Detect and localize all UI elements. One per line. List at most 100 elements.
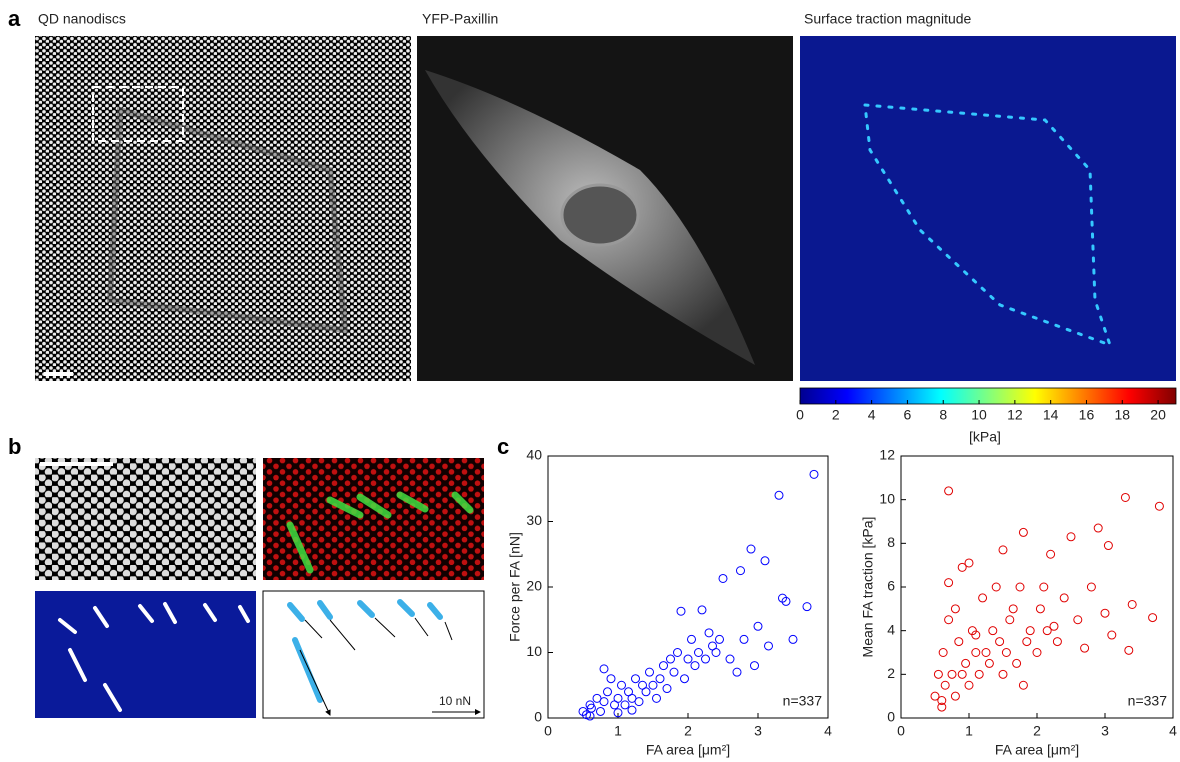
scatter-point [991,582,1001,592]
scatter-point [732,667,742,677]
x-tick-label: 0 [897,723,905,739]
scatter-point [971,648,981,657]
scatter-point [802,602,812,612]
scatter-point [947,669,957,679]
x-axis-label: FA area [μm²] [995,742,1079,758]
x-axis-label: FA area [μm²] [646,742,730,758]
scatter-point [974,669,984,679]
scatter-point [599,664,609,674]
y-tick-label: 2 [887,665,895,681]
scatter-point [954,637,964,647]
panel-label: b [8,434,21,459]
scatter-point [971,630,981,640]
scale-arrow-label: 10 nN [439,694,471,708]
y-tick-label: 0 [887,709,895,725]
scatter-point [1018,680,1028,690]
scatter-point [666,654,675,664]
scatter-point [1052,637,1062,647]
x-tick-label: 0 [544,723,552,739]
scatter-point [1100,608,1110,618]
scatter-point [961,658,971,668]
colorbar-tick-label: 18 [1114,407,1130,423]
scatter-point [718,573,728,583]
scatter-point [981,648,991,657]
scatter-point [704,628,714,638]
colorbar-label: [kPa] [969,429,1001,445]
scatter-point [950,604,960,614]
y-axis-label: Mean FA traction [kPa] [860,517,876,658]
y-tick-label: 12 [879,447,895,463]
scatter-point [1066,532,1076,542]
scatter-point [676,606,686,616]
scatter-point [662,684,672,694]
scatter-point [1046,549,1056,559]
scatter-point [995,637,1005,647]
y-tick-label: 40 [526,447,542,463]
colorbar [799,387,1177,405]
scatter-point [1035,604,1045,614]
colorbar-tick-label: 6 [904,407,912,423]
scatter-point [1042,626,1052,636]
panel-label: a [8,6,21,31]
scatter-point [645,667,654,677]
scatter-point [585,711,595,721]
scatter-point [617,680,626,690]
x-tick-label: 1 [614,723,622,739]
colorbar-tick-label: 0 [796,407,804,423]
colorbar-tick-label: 16 [1079,407,1095,423]
scatter-point [655,674,665,684]
y-tick-label: 20 [526,578,542,594]
scatter-point [944,578,954,588]
scatter-point [1025,626,1035,636]
scatter-point [984,658,994,668]
scatter-point [944,615,954,625]
scatter-point [697,605,707,615]
scatter-point [725,654,735,664]
scatter-point [930,691,940,701]
image-title: YFP-Paxillin [422,11,498,27]
scatter-point [1008,604,1018,614]
scatter-point [690,661,700,671]
scatter-point [1032,648,1042,657]
y-tick-label: 4 [887,621,895,637]
paxillin-image [417,36,793,381]
colorbar-tick-label: 12 [1007,407,1023,423]
plot-frame [900,455,1174,719]
scatter-point [964,558,974,568]
scatter-point [938,648,948,657]
scatter-point [1154,501,1164,511]
y-tick-label: 10 [879,490,895,506]
image-title: Surface traction magnitude [804,11,972,27]
scatter-point [937,702,947,712]
scatter-point [736,566,745,576]
scatter-point [774,490,784,500]
scatter-point [701,654,710,664]
x-tick-label: 1 [965,723,973,739]
scatter-point [627,705,637,715]
y-axis-label: Force per FA [nN] [507,532,523,642]
annotation: n=337 [783,693,823,709]
scatter-point [998,669,1008,679]
scatter-point [746,544,756,554]
scatter-point [680,674,689,684]
scatter-point [652,693,661,703]
panel-label: c [497,434,509,459]
x-tick-label: 3 [754,723,762,739]
scatter-point [764,641,773,651]
colorbar-tick-label: 4 [868,407,876,423]
image-title: QD nanodiscs [38,11,126,27]
x-tick-label: 2 [1033,723,1041,739]
scatter-point [1093,523,1103,533]
x-tick-label: 3 [1101,723,1109,739]
scatter-point [1120,492,1130,502]
scatter-point [978,593,988,603]
scatter-point [753,621,763,631]
qd-image [35,36,411,381]
scatter-point [669,667,679,677]
scatter-point [781,596,791,606]
scatter-point [694,648,703,657]
scatter-point [641,687,651,697]
scatter-point [944,486,954,496]
scatter-point [648,680,658,690]
